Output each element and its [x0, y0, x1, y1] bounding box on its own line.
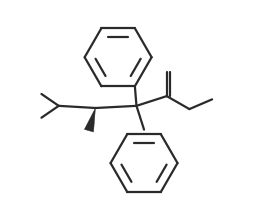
Polygon shape — [84, 108, 95, 132]
